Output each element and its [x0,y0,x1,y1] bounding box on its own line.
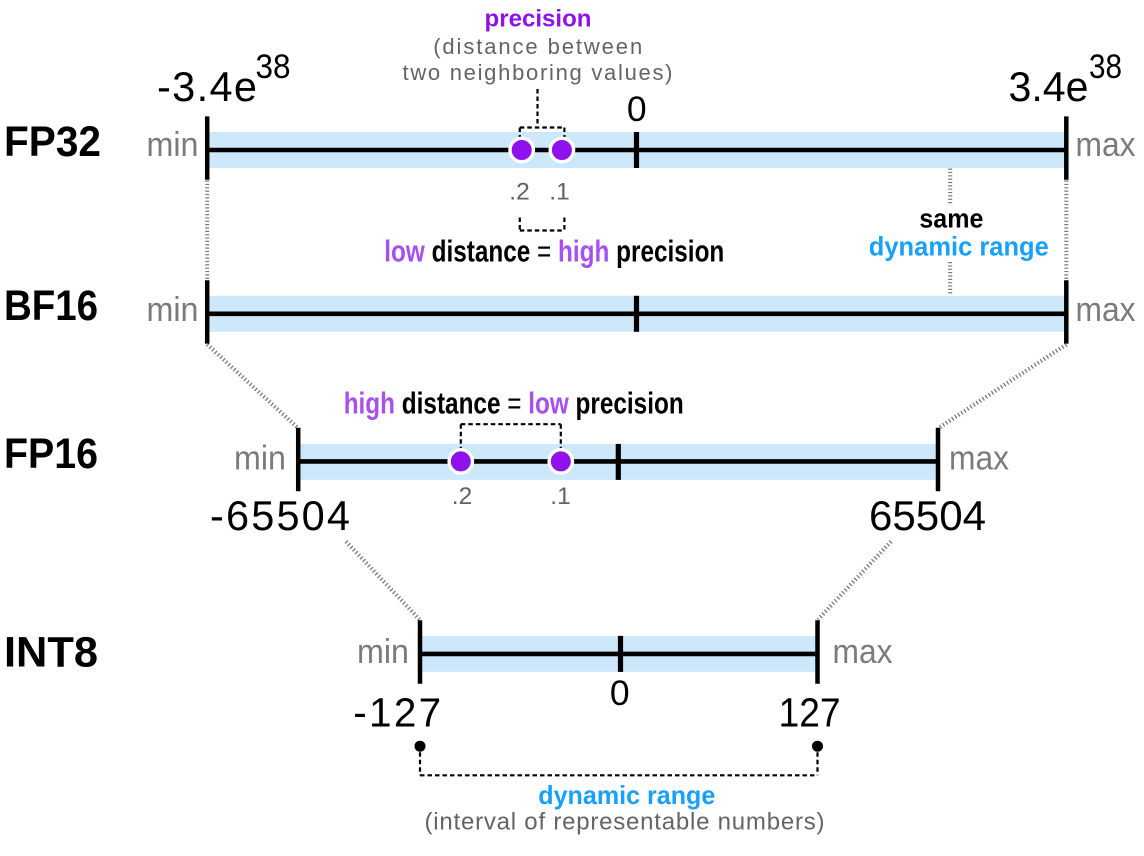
svg-text:38: 38 [1089,48,1122,86]
svg-text:.2: .2 [452,483,472,510]
svg-text:.1: .1 [549,179,569,206]
svg-text:.2: .2 [509,179,529,206]
svg-text:dynamic range: dynamic range [869,232,1049,262]
svg-text:max: max [1076,291,1136,329]
svg-text:max: max [1076,126,1136,164]
svg-text:-3.4e: -3.4e [157,63,257,110]
svg-text:min: min [357,633,409,671]
svg-text:(interval of representable num: (interval of representable numbers) [425,809,825,836]
svg-text:min: min [234,440,286,478]
svg-text:0: 0 [610,673,630,713]
svg-text:high distance = low precision: high distance = low precision [344,386,684,421]
svg-text:38: 38 [256,48,291,86]
svg-text:min: min [147,291,199,329]
svg-text:min: min [147,126,199,164]
svg-text:same: same [919,204,983,234]
svg-text:.1: .1 [550,483,570,510]
svg-text:BF16: BF16 [4,282,98,330]
svg-text:INT8: INT8 [4,629,98,677]
svg-text:65504: 65504 [869,492,986,539]
svg-text:max: max [949,440,1009,478]
svg-text:FP32: FP32 [4,118,101,166]
svg-text:3.4e: 3.4e [1009,63,1089,110]
svg-text:max: max [833,633,893,671]
svg-text:FP16: FP16 [4,430,98,478]
svg-text:dynamic range: dynamic range [538,780,715,810]
svg-text:low distance = high precision: low distance = high precision [384,234,724,269]
svg-text:two neighboring values): two neighboring values) [403,60,673,85]
svg-text:127: 127 [779,690,841,736]
svg-text:-65504: -65504 [210,492,350,539]
svg-text:-127: -127 [353,690,441,736]
svg-text:precision: precision [485,6,592,33]
svg-text:0: 0 [627,89,647,129]
